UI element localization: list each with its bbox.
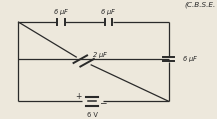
Text: 2 $\mu$F: 2 $\mu$F [92, 50, 109, 60]
Text: (C.B.S.E.: (C.B.S.E. [184, 2, 215, 8]
Text: 6 $\mu$F: 6 $\mu$F [100, 7, 117, 17]
Text: 6 $\mu$F: 6 $\mu$F [182, 54, 198, 64]
Text: 6 V: 6 V [87, 112, 98, 118]
Text: +: + [76, 92, 82, 101]
Text: 6 $\mu$F: 6 $\mu$F [53, 7, 69, 17]
Text: −: − [99, 98, 106, 107]
